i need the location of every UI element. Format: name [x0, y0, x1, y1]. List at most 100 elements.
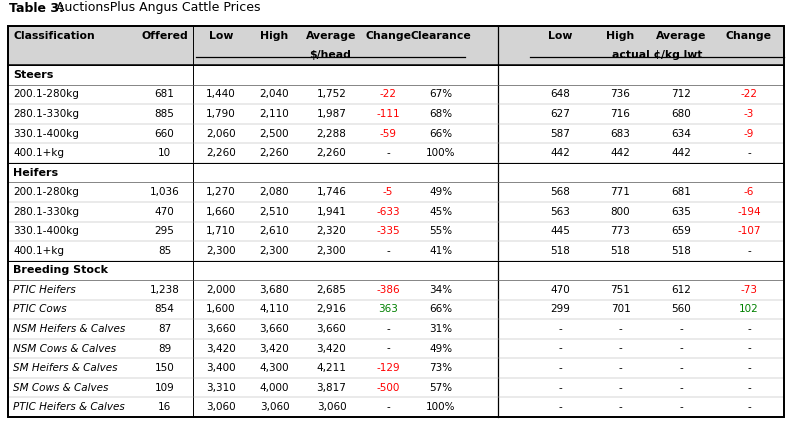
Text: 200.1-280kg: 200.1-280kg — [13, 89, 79, 99]
Text: 1,600: 1,600 — [206, 304, 236, 314]
Text: 736: 736 — [611, 89, 630, 99]
Text: 560: 560 — [672, 304, 691, 314]
Bar — [8, 26, 784, 65]
Text: 854: 854 — [154, 304, 174, 314]
Text: Change: Change — [365, 31, 411, 41]
Text: 2,260: 2,260 — [260, 148, 289, 158]
Text: $/head: $/head — [310, 51, 352, 60]
Text: -: - — [386, 246, 390, 256]
Text: 635: 635 — [672, 207, 691, 217]
Text: 330.1-400kg: 330.1-400kg — [13, 128, 79, 139]
Text: -3: -3 — [744, 109, 754, 119]
Text: 4,211: 4,211 — [317, 363, 346, 373]
Text: -500: -500 — [376, 383, 400, 393]
Text: -: - — [680, 402, 683, 412]
Text: 1,752: 1,752 — [317, 89, 346, 99]
Text: 683: 683 — [611, 128, 630, 139]
Text: 3,420: 3,420 — [260, 344, 289, 354]
Text: -: - — [558, 324, 562, 334]
Text: 66%: 66% — [429, 304, 452, 314]
Text: 751: 751 — [611, 285, 630, 295]
Text: 771: 771 — [611, 187, 630, 197]
Text: -73: -73 — [741, 285, 757, 295]
Text: 773: 773 — [611, 226, 630, 236]
Text: 49%: 49% — [429, 344, 452, 354]
Text: NSM Cows & Calves: NSM Cows & Calves — [13, 344, 116, 354]
Text: 563: 563 — [550, 207, 570, 217]
Text: 2,260: 2,260 — [317, 148, 346, 158]
Text: Low: Low — [209, 31, 233, 41]
Text: 100%: 100% — [426, 402, 455, 412]
Text: 2,040: 2,040 — [260, 89, 289, 99]
Text: Offered: Offered — [141, 31, 188, 41]
Text: 2,000: 2,000 — [206, 285, 236, 295]
Text: -9: -9 — [744, 128, 754, 139]
Text: -: - — [386, 344, 390, 354]
Text: 1,238: 1,238 — [150, 285, 180, 295]
Text: -: - — [747, 402, 751, 412]
Text: 330.1-400kg: 330.1-400kg — [13, 226, 79, 236]
Text: -: - — [558, 344, 562, 354]
Text: 648: 648 — [550, 89, 570, 99]
Text: 400.1+kg: 400.1+kg — [13, 246, 64, 256]
Text: -22: -22 — [379, 89, 397, 99]
Text: 1,746: 1,746 — [317, 187, 346, 197]
Text: -129: -129 — [376, 363, 400, 373]
Text: 660: 660 — [154, 128, 174, 139]
Text: -335: -335 — [376, 226, 400, 236]
Text: -: - — [747, 324, 751, 334]
Text: -107: -107 — [737, 226, 761, 236]
Text: actual ¢/kg lwt: actual ¢/kg lwt — [611, 51, 703, 60]
Text: -: - — [386, 402, 390, 412]
Text: 587: 587 — [550, 128, 570, 139]
Text: -: - — [747, 383, 751, 393]
Text: -: - — [619, 324, 623, 334]
Text: 3,660: 3,660 — [260, 324, 289, 334]
Text: -: - — [747, 148, 751, 158]
Text: 3,060: 3,060 — [206, 402, 236, 412]
Text: 712: 712 — [672, 89, 691, 99]
Text: 445: 445 — [550, 226, 570, 236]
Text: -: - — [747, 246, 751, 256]
Text: -386: -386 — [376, 285, 400, 295]
Text: -: - — [747, 344, 751, 354]
Text: AuctionsPlus Angus Cattle Prices: AuctionsPlus Angus Cattle Prices — [52, 2, 261, 14]
Text: 659: 659 — [672, 226, 691, 236]
Text: High: High — [607, 31, 634, 41]
Text: 363: 363 — [378, 304, 398, 314]
Text: -: - — [747, 363, 751, 373]
Text: Change: Change — [726, 31, 772, 41]
Text: 701: 701 — [611, 304, 630, 314]
Text: 716: 716 — [611, 109, 630, 119]
Text: 57%: 57% — [429, 383, 452, 393]
Bar — [8, 26, 784, 417]
Text: 2,610: 2,610 — [260, 226, 289, 236]
Text: 68%: 68% — [429, 109, 452, 119]
Text: -: - — [386, 148, 390, 158]
Text: 3,060: 3,060 — [317, 402, 346, 412]
Text: 2,300: 2,300 — [206, 246, 236, 256]
Text: 1,270: 1,270 — [206, 187, 236, 197]
Text: -: - — [558, 383, 562, 393]
Text: PTIC Heifers & Calves: PTIC Heifers & Calves — [13, 402, 125, 412]
Text: -: - — [386, 324, 390, 334]
Text: -6: -6 — [744, 187, 754, 197]
Text: 681: 681 — [154, 89, 174, 99]
Text: 41%: 41% — [429, 246, 452, 256]
Text: 295: 295 — [154, 226, 174, 236]
Text: -194: -194 — [737, 207, 761, 217]
Text: 680: 680 — [672, 109, 691, 119]
Text: 150: 150 — [154, 363, 174, 373]
Text: 66%: 66% — [429, 128, 452, 139]
Text: 73%: 73% — [429, 363, 452, 373]
Text: 1,987: 1,987 — [317, 109, 346, 119]
Text: 627: 627 — [550, 109, 570, 119]
Text: 1,790: 1,790 — [206, 109, 236, 119]
Text: 3,660: 3,660 — [206, 324, 236, 334]
Text: SM Cows & Calves: SM Cows & Calves — [13, 383, 109, 393]
Text: 102: 102 — [739, 304, 759, 314]
Text: 109: 109 — [154, 383, 174, 393]
Text: 518: 518 — [611, 246, 630, 256]
Text: -: - — [680, 383, 683, 393]
Text: SM Heifers & Calves: SM Heifers & Calves — [13, 363, 117, 373]
